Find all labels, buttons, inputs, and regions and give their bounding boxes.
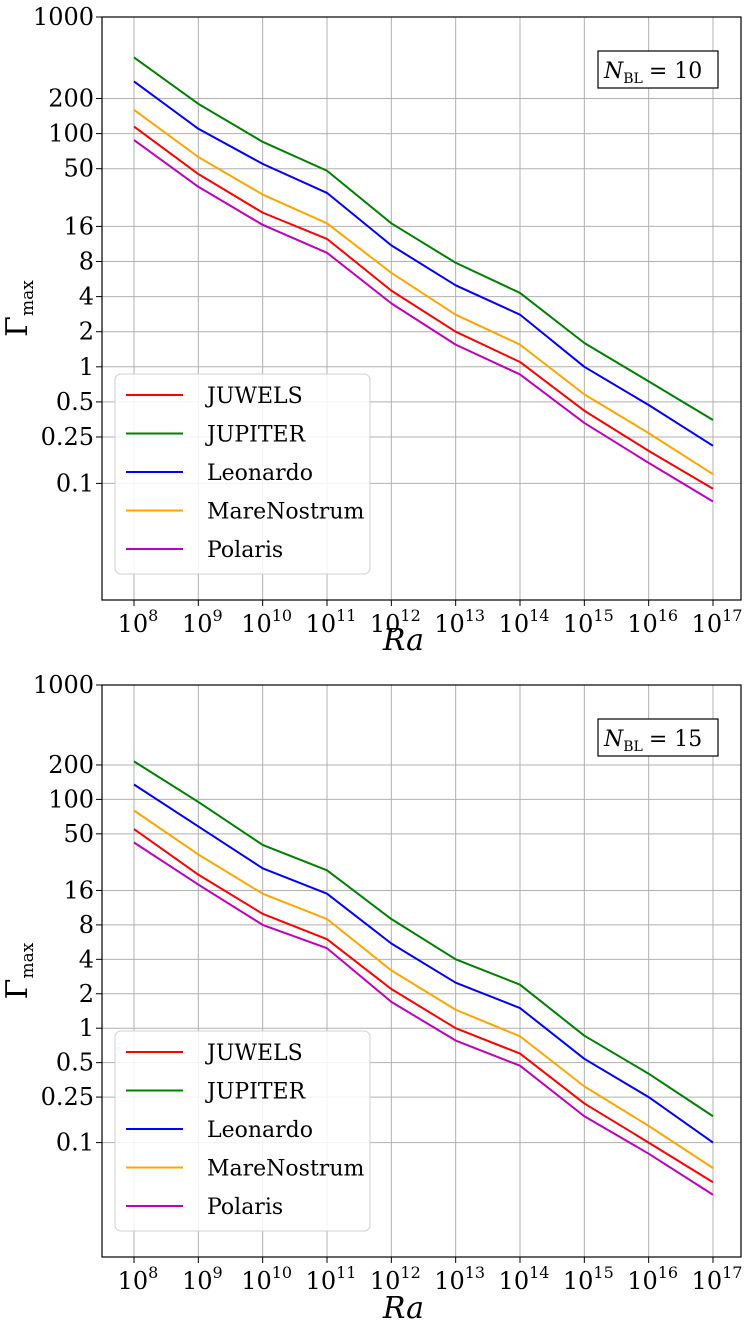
axes-frame xyxy=(101,16,742,601)
x-tick-label: 1012 xyxy=(370,606,421,638)
x-tick-label: 108 xyxy=(118,1263,159,1295)
y-tick-label: 2 xyxy=(79,980,94,1008)
legend: JUWELS JUPITER Leonardo MareNostrum Polaris xyxy=(114,1030,371,1232)
legend-label: Polaris xyxy=(207,1195,283,1220)
y-tick-label: 4 xyxy=(79,283,94,311)
x-tick-label: 1017 xyxy=(692,1263,743,1295)
y-axis-title: Γmax xyxy=(0,942,38,999)
series-line-leonardo xyxy=(133,80,714,447)
x-tick-label: 1011 xyxy=(306,606,357,638)
series-line-jupiter xyxy=(133,760,714,1118)
series-line-polaris xyxy=(133,139,714,503)
legend-item: MareNostrum xyxy=(126,500,364,525)
legend-frame xyxy=(114,373,371,575)
y-tick-label: 0.25 xyxy=(41,1083,94,1111)
x-tick-label: 1012 xyxy=(370,1263,421,1295)
x-tick-label: 1014 xyxy=(499,1263,550,1295)
x-axis: 108 109 1010 1011 1012 1013 1014 1015 1016 1017 xyxy=(118,600,743,638)
legend-item: Leonardo xyxy=(126,1118,313,1143)
legend-item: Polaris xyxy=(126,538,283,563)
y-tick-label: 1000 xyxy=(33,3,94,31)
x-tick-label: 1016 xyxy=(627,606,678,638)
y-tick-label: 8 xyxy=(79,911,94,939)
legend-item: JUPITER xyxy=(126,1080,307,1105)
y-tick-label: 4 xyxy=(79,945,94,973)
y-tick-label: 16 xyxy=(63,212,94,240)
x-axis: 108 109 1010 1011 1012 1013 1014 1015 1016 1017 xyxy=(118,1257,743,1295)
series-line-juwels xyxy=(133,125,714,490)
annotation-box: NBL = 10 xyxy=(597,50,719,89)
y-tick-label: 0.1 xyxy=(56,1129,94,1157)
y-tick-label: 0.5 xyxy=(56,388,94,416)
y-tick-label: 50 xyxy=(63,155,94,183)
series-group xyxy=(133,760,714,1196)
legend-label: JUWELS xyxy=(205,1041,303,1066)
legend-label: JUPITER xyxy=(205,423,307,448)
legend-label: JUWELS xyxy=(205,384,303,409)
legend-label: Polaris xyxy=(207,538,283,563)
legend-label: Leonardo xyxy=(207,1118,313,1143)
legend-label: Leonardo xyxy=(207,461,313,486)
x-tick-label: 109 xyxy=(182,606,223,638)
y-tick-label: 8 xyxy=(79,247,94,275)
series-line-jupiter xyxy=(133,56,714,421)
y-tick-label: 100 xyxy=(48,785,94,813)
y-tick-label: 1000 xyxy=(33,671,94,699)
y-tick-label: 16 xyxy=(63,876,94,904)
y-axis-title: Γmax xyxy=(0,280,38,337)
y-axis: 0.1 0.25 0.5 1 2 4 8 16 50 100 200 1000 xyxy=(33,3,102,497)
x-tick-label: 1011 xyxy=(306,1263,357,1295)
x-tick-label: 1010 xyxy=(241,606,292,638)
legend-frame xyxy=(114,1030,371,1232)
legend-item: MareNostrum xyxy=(126,1157,364,1182)
annotation-text: NBL = 15 xyxy=(603,727,702,755)
annotation-box: NBL = 15 xyxy=(597,718,719,757)
y-tick-label: 1 xyxy=(79,1014,94,1042)
series-line-marenostrum xyxy=(133,809,714,1169)
y-axis: 0.1 0.25 0.5 1 2 4 8 16 50 100 200 1000 xyxy=(33,671,102,1157)
y-tick-label: 200 xyxy=(48,84,94,112)
axes-frame xyxy=(101,684,742,1258)
legend-label: JUPITER xyxy=(205,1080,307,1105)
y-tick-label: 0.5 xyxy=(56,1049,94,1077)
x-tick-label: 1010 xyxy=(241,1263,292,1295)
y-tick-label: 200 xyxy=(48,751,94,779)
y-tick-label: 100 xyxy=(48,120,94,148)
x-tick-label: 1013 xyxy=(434,606,485,638)
x-tick-label: 108 xyxy=(118,606,159,638)
y-tick-label: 1 xyxy=(79,353,94,381)
annotation-frame xyxy=(597,718,719,757)
x-tick-label: 1015 xyxy=(563,1263,614,1295)
annotation-frame xyxy=(597,50,719,89)
x-tick-label: 1013 xyxy=(434,1263,485,1295)
x-axis-title: Ra xyxy=(382,1291,424,1326)
y-tick-label: 2 xyxy=(79,318,94,346)
legend-item: Leonardo xyxy=(126,461,313,486)
legend-item: Polaris xyxy=(126,1195,283,1220)
x-tick-label: 1015 xyxy=(563,606,614,638)
series-line-leonardo xyxy=(133,783,714,1144)
series-line-juwels xyxy=(133,828,714,1184)
y-tick-label: 0.25 xyxy=(41,423,94,451)
series-line-polaris xyxy=(133,841,714,1196)
x-axis-title: Ra xyxy=(382,623,424,658)
y-tick-label: 50 xyxy=(63,820,94,848)
legend-item: JUWELS xyxy=(126,1041,303,1066)
annotation-text: NBL = 10 xyxy=(603,59,702,87)
x-tick-label: 1014 xyxy=(499,606,550,638)
legend-label: MareNostrum xyxy=(207,1157,364,1182)
legend-label: MareNostrum xyxy=(207,500,364,525)
y-tick-label: 0.1 xyxy=(56,469,94,497)
legend-item: JUWELS xyxy=(126,384,303,409)
x-tick-label: 109 xyxy=(182,1263,223,1295)
legend: JUWELS JUPITER Leonardo MareNostrum Polaris xyxy=(114,373,371,575)
x-tick-label: 1017 xyxy=(692,606,743,638)
x-tick-label: 1016 xyxy=(627,1263,678,1295)
series-group xyxy=(133,56,714,503)
series-line-marenostrum xyxy=(133,108,714,476)
legend-item: JUPITER xyxy=(126,423,307,448)
